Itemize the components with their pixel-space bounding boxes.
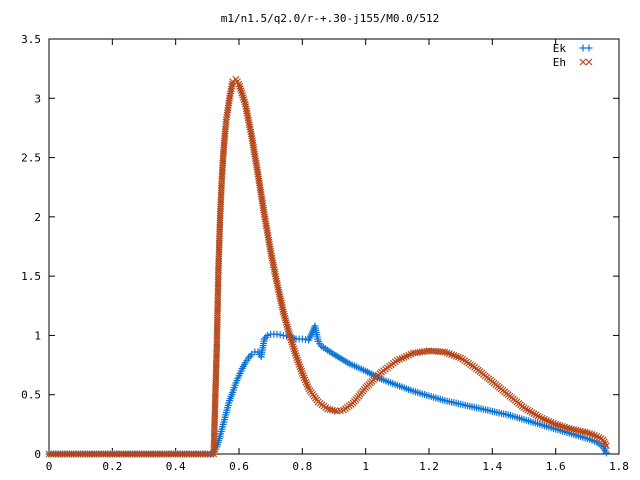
data-point-eh [237,87,245,95]
data-point-eh [443,349,451,357]
data-point-eh [301,376,309,384]
data-point-eh [331,407,339,415]
x-tick-label: 0.4 [166,460,186,473]
y-tick-label: 0.5 [21,389,41,402]
axis-ticks: 0 0.2 0.4 0.6 0.8 1 1.2 1.4 1.6 1.8 0 0.5 1 1.5 2 2.5 3 3… [21,33,629,473]
legend: Ek Eh [553,42,593,69]
y-tick-label: 3 [34,92,41,105]
data-point-eh [291,349,299,357]
x-tick-label: 0.2 [102,460,122,473]
x-tick-label: 1.4 [482,460,502,473]
data-point-eh [450,351,458,359]
data-point-eh [287,336,295,344]
y-tick-label: 0 [34,448,41,461]
data-point-eh [289,340,296,348]
series-eh [45,75,610,458]
y-tick-label: 3.5 [21,33,41,46]
data-point-eh [303,380,311,388]
y-tick-label: 1 [34,329,41,342]
data-point-eh [239,91,246,99]
data-point-eh [286,334,294,342]
data-point-eh [599,436,607,444]
x-tick-label: 1.8 [609,460,629,473]
legend-marker-ek [579,44,593,52]
data-point-eh [294,356,302,364]
x-tick-label: 0.6 [229,460,249,473]
data-point-eh [298,367,305,375]
x-tick-label: 1 [362,460,369,473]
data-point-eh [445,350,453,358]
data-point-eh [454,353,462,361]
data-point-eh [201,450,209,458]
data-point-eh [235,80,243,88]
data-point-eh [289,343,297,351]
data-point-eh [601,440,609,448]
data-point-eh [298,369,306,377]
data-point-eh [299,372,307,379]
data-point-eh [285,329,293,337]
data-point-eh [304,383,312,391]
data-point-eh [239,94,247,101]
data-point-eh [300,374,308,382]
legend-plus-icon [585,44,593,52]
data-point-eh [228,80,236,88]
series-layer [45,75,610,458]
data-point-eh [288,338,296,346]
x-tick-label: 1.2 [419,460,439,473]
data-point-eh [236,85,244,92]
x-tick-label: 1.6 [546,460,566,473]
y-tick-label: 2.5 [21,152,41,165]
data-point-eh [448,351,456,358]
data-point-eh [293,354,301,362]
data-point-ek [246,352,254,360]
legend-label-ek: Ek [553,42,567,55]
data-point-eh [238,89,246,97]
data-point-eh [236,82,244,90]
data-point-eh [240,96,248,104]
data-point-eh [600,438,608,446]
data-point-eh [294,358,302,366]
legend-plus-icon [579,44,587,52]
data-point-ek [264,331,271,339]
plot-area-frame [48,38,620,455]
legend-cross-icon [579,58,587,66]
x-tick-label: 0.8 [292,460,312,473]
data-point-eh [297,365,305,373]
data-point-eh [302,378,310,386]
y-tick-label: 2 [34,211,41,224]
data-point-eh [602,442,610,450]
data-point-eh [291,347,299,355]
data-point-eh [295,361,303,368]
legend-cross-icon [585,58,593,66]
data-point-eh [441,348,449,356]
legend-marker-eh [579,58,593,66]
y-tick-label: 1.5 [21,270,41,283]
data-point-eh [290,345,298,353]
data-point-ek [602,449,610,457]
data-point-eh [452,352,460,360]
x-tick-label: 0 [46,460,53,473]
data-point-eh [581,428,589,436]
series-ek [45,322,610,458]
data-point-eh [292,352,300,360]
legend-label-eh: Eh [553,56,566,69]
data-point-eh [286,332,294,339]
chart-title: m1/n1.5/q2.0/r-+.30-j155/M0.0/512 [221,12,440,25]
data-point-eh [296,363,304,371]
